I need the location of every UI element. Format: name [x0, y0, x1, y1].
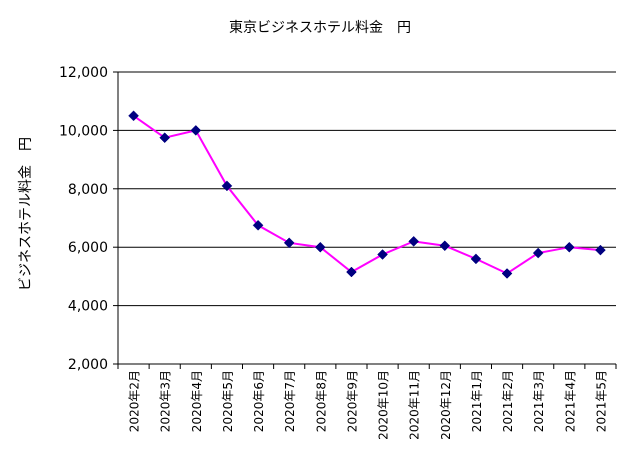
x-tick-label: 2021年1月 — [470, 370, 484, 432]
x-tick-label: 2020年5月 — [221, 370, 235, 432]
y-tick-label: 4,000 — [68, 299, 108, 315]
x-tick-label: 2020年7月 — [283, 370, 297, 432]
x-tick-label: 2020年8月 — [314, 370, 328, 432]
y-tick-label: 2,000 — [68, 357, 108, 373]
data-point — [221, 180, 233, 192]
x-tick-label: 2021年4月 — [563, 370, 577, 432]
data-point — [128, 110, 139, 122]
plot-area: 2,000 4,000 6,000 8,000 10,000 12,000 2020年2月 2… — [59, 65, 617, 440]
x-tick-label: 2020年3月 — [159, 370, 173, 432]
x-tick-label: 2020年6月 — [252, 370, 266, 432]
data-point — [408, 236, 420, 247]
data-point — [532, 247, 544, 259]
data-point — [252, 219, 264, 231]
x-tick-label: 2020年9月 — [345, 370, 359, 432]
x-tick-label: 2021年2月 — [501, 370, 515, 432]
x-tick-label: 2021年3月 — [532, 370, 546, 432]
data-point — [377, 249, 388, 260]
y-tick-label: 10,000 — [59, 123, 108, 139]
data-point — [283, 237, 295, 249]
x-tick-label: 2020年11月 — [408, 370, 422, 440]
x-tick-label: 2021年5月 — [594, 370, 608, 432]
data-point — [595, 244, 606, 256]
data-point — [439, 240, 451, 252]
data-point — [346, 266, 357, 278]
data-point — [563, 241, 575, 253]
x-tick-label: 2020年12月 — [439, 370, 453, 440]
y-axis-label: ビジネスホテル料金 円 — [18, 137, 34, 291]
x-tick-label: 2020年4月 — [190, 370, 204, 432]
data-point — [501, 268, 513, 279]
data-point — [159, 132, 171, 144]
y-tick-label: 6,000 — [68, 240, 108, 256]
y-tick-label: 12,000 — [59, 65, 108, 81]
x-tick-label: 2020年10月 — [377, 370, 391, 440]
x-tick-label: 2020年2月 — [128, 370, 142, 432]
chart-title: 東京ビジネスホテル料金 円 — [229, 20, 411, 36]
series-line — [132, 114, 601, 275]
data-point — [314, 241, 326, 253]
data-point — [470, 253, 482, 265]
data-point — [190, 125, 202, 136]
y-tick-label: 8,000 — [68, 182, 108, 198]
